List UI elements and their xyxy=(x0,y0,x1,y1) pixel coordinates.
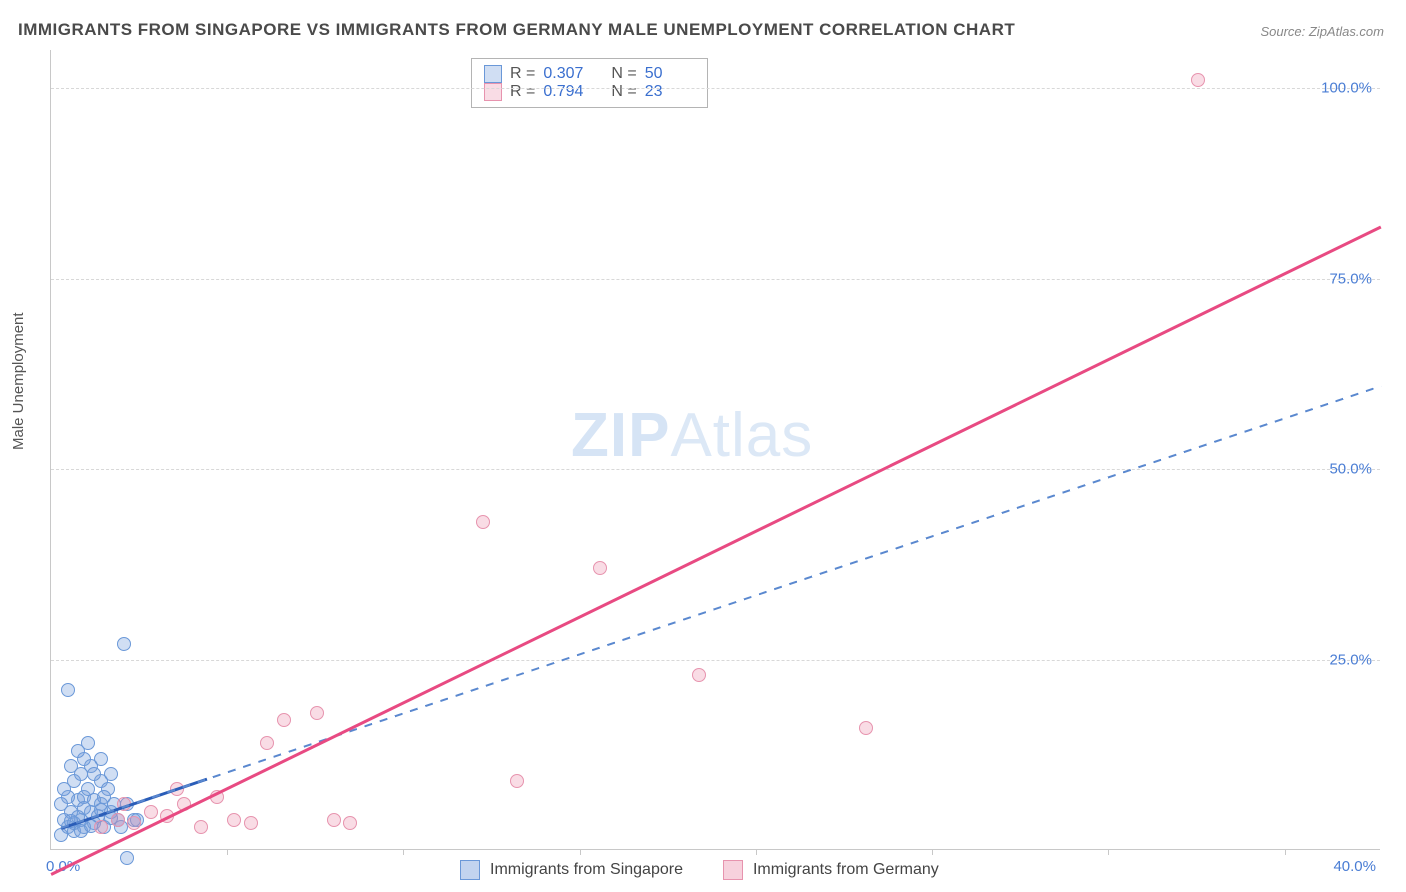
y-tick-label: 25.0% xyxy=(1329,651,1372,668)
data-point xyxy=(87,767,101,781)
gridline xyxy=(51,88,1380,89)
data-point xyxy=(54,797,68,811)
legend-item: Immigrants from Singapore xyxy=(460,860,683,880)
data-point xyxy=(310,706,324,720)
n-label: N = xyxy=(611,65,636,83)
x-minor-tick xyxy=(227,849,228,855)
r-label: R = xyxy=(510,83,535,101)
data-point xyxy=(144,805,158,819)
legend-swatch xyxy=(460,860,480,880)
data-point xyxy=(127,816,141,830)
data-point xyxy=(692,668,706,682)
source-attribution: Source: ZipAtlas.com xyxy=(1260,24,1384,39)
legend-label: Immigrants from Singapore xyxy=(490,861,683,879)
x-minor-tick xyxy=(1285,849,1286,855)
data-point xyxy=(510,774,524,788)
r-label: R = xyxy=(510,65,535,83)
bottom-legend: Immigrants from Singapore Immigrants from… xyxy=(460,860,939,880)
gridline xyxy=(51,279,1380,280)
n-value: 50 xyxy=(645,65,695,83)
stats-legend-box: R = 0.307 N = 50 R = 0.794 N = 23 xyxy=(471,58,708,108)
source-prefix: Source: xyxy=(1260,24,1308,39)
x-minor-tick xyxy=(1108,849,1109,855)
r-value: 0.794 xyxy=(543,83,593,101)
n-value: 23 xyxy=(645,83,695,101)
data-point xyxy=(94,752,108,766)
x-minor-tick xyxy=(932,849,933,855)
legend-label: Immigrants from Germany xyxy=(753,861,939,879)
watermark-bold: ZIP xyxy=(571,401,670,470)
y-axis-label: Male Unemployment xyxy=(10,312,27,450)
legend-item: Immigrants from Germany xyxy=(723,860,939,880)
data-point xyxy=(1191,73,1205,87)
data-point xyxy=(94,820,108,834)
data-point xyxy=(859,721,873,735)
plot-area: ZIPAtlas R = 0.307 N = 50 R = 0.794 N = 23 25.0… xyxy=(50,50,1380,850)
source-name: ZipAtlas.com xyxy=(1309,24,1384,39)
chart-title: IMMIGRANTS FROM SINGAPORE VS IMMIGRANTS … xyxy=(18,20,1015,40)
gridline xyxy=(51,469,1380,470)
data-point xyxy=(593,561,607,575)
x-minor-tick xyxy=(756,849,757,855)
r-value: 0.307 xyxy=(543,65,593,83)
data-point xyxy=(343,816,357,830)
data-point xyxy=(81,736,95,750)
watermark: ZIPAtlas xyxy=(571,400,813,471)
series-swatch xyxy=(484,65,502,83)
y-tick-label: 100.0% xyxy=(1321,80,1372,97)
data-point xyxy=(227,813,241,827)
n-label: N = xyxy=(611,83,636,101)
data-point xyxy=(244,816,258,830)
y-tick-label: 50.0% xyxy=(1329,461,1372,478)
data-point xyxy=(64,759,78,773)
x-minor-tick xyxy=(580,849,581,855)
y-tick-label: 75.0% xyxy=(1329,270,1372,287)
stats-row: R = 0.794 N = 23 xyxy=(484,83,695,101)
series-swatch xyxy=(484,83,502,101)
x-minor-tick xyxy=(403,849,404,855)
data-point xyxy=(194,820,208,834)
data-point xyxy=(260,736,274,750)
gridline xyxy=(51,660,1380,661)
data-point xyxy=(57,782,71,796)
data-point xyxy=(120,851,134,865)
x-max-label: 40.0% xyxy=(1333,858,1376,875)
stats-row: R = 0.307 N = 50 xyxy=(484,65,695,83)
data-point xyxy=(104,767,118,781)
trend-line xyxy=(50,225,1381,875)
data-point xyxy=(111,813,125,827)
data-point xyxy=(476,515,490,529)
watermark-thin: Atlas xyxy=(670,401,813,470)
trend-line xyxy=(61,385,1381,828)
data-point xyxy=(61,683,75,697)
data-point xyxy=(277,713,291,727)
data-point xyxy=(327,813,341,827)
legend-swatch xyxy=(723,860,743,880)
data-point xyxy=(117,637,131,651)
